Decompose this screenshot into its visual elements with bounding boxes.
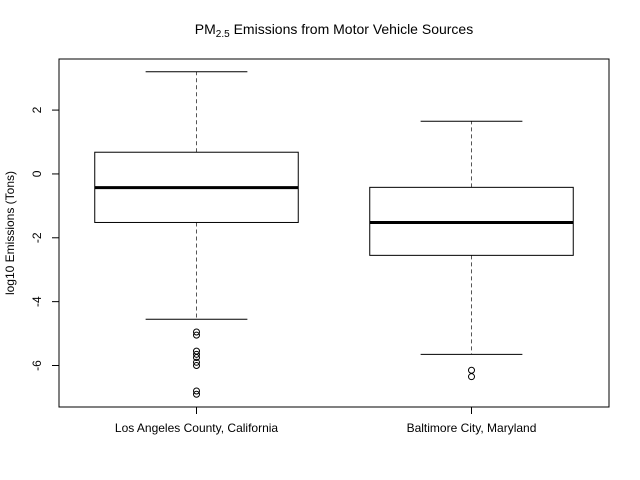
x-tick-label: Los Angeles County, California [115, 421, 279, 435]
outlier-point [193, 387, 200, 395]
outlier-point [193, 328, 200, 336]
y-tick-label: -4 [30, 296, 44, 307]
outlier-point [468, 366, 475, 374]
box-group [94, 71, 574, 398]
y-tick-label: 0 [30, 170, 44, 177]
outlier-point [193, 350, 200, 358]
y-tick-label: 2 [30, 106, 44, 113]
outlier-point [193, 361, 200, 369]
plot-frame [58, 58, 610, 408]
y-tick-label: -2 [30, 232, 44, 243]
outlier-point [193, 390, 200, 398]
outlier-point [468, 373, 475, 381]
title-rest: Emissions from Motor Vehicle Sources [230, 21, 474, 37]
outlier-point [193, 331, 200, 339]
x-axis: Los Angeles County, California Baltimore … [115, 407, 537, 435]
box [94, 71, 299, 398]
title-subscript: 2.5 [216, 29, 230, 40]
y-tick-label: -6 [30, 360, 44, 371]
box [369, 120, 574, 381]
outlier-point [193, 358, 200, 366]
x-tick-label: Baltimore City, Maryland [407, 421, 537, 435]
chart-title: PM2.5 Emissions from Motor Vehicle Sourc… [195, 21, 473, 40]
y-axis: -6 -4 -2 0 2 [30, 106, 59, 371]
outlier-point [193, 354, 200, 362]
title-base: PM [195, 21, 216, 37]
y-axis-label: log10 Emissions (Tons) [3, 171, 17, 295]
